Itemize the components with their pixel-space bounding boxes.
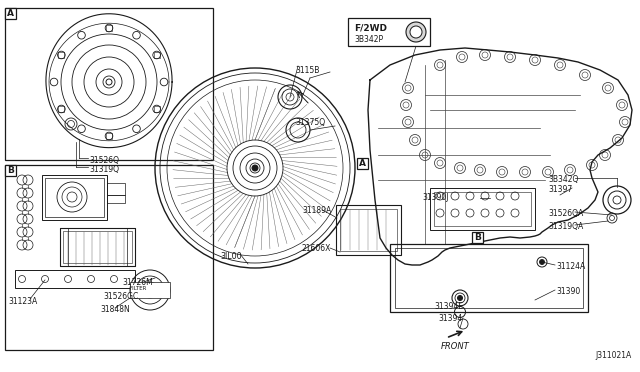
Text: 31375Q: 31375Q [295,118,325,127]
Text: 31526QA: 31526QA [548,209,583,218]
Bar [154,52,159,58]
Bar [390,244,588,312]
Text: 31394: 31394 [438,314,462,323]
Text: 31848N: 31848N [100,305,130,314]
Bar [106,133,112,139]
Bar [15,270,135,288]
Bar [58,106,65,112]
Circle shape [458,295,463,301]
Bar [357,158,368,169]
Text: 31189A: 31189A [302,206,332,215]
Bar [107,183,125,195]
Text: J311021A: J311021A [596,351,632,360]
Bar [63,231,132,263]
Text: 31394E: 31394E [434,302,463,311]
Bar [127,228,135,266]
Text: FILTER: FILTER [129,285,147,291]
Text: 31397: 31397 [548,185,572,194]
Bar [395,248,583,308]
Bar [60,228,135,266]
Text: 31390J: 31390J [422,193,449,202]
Bar [45,178,104,217]
Bar [5,165,213,350]
Bar [5,8,213,160]
Bar [430,188,535,230]
Bar [434,192,531,226]
Bar [154,106,159,112]
Bar [60,228,68,266]
Text: 31123A: 31123A [8,297,37,306]
Text: 3115B: 3115B [295,66,319,75]
Bar [5,165,16,176]
Bar [106,25,112,31]
Circle shape [540,260,545,264]
Bar [348,18,430,46]
Circle shape [252,165,258,171]
Text: 21606X: 21606X [302,244,332,253]
Text: 31390: 31390 [556,287,580,296]
Text: A: A [359,159,366,168]
Text: 3IL00: 3IL00 [220,252,242,261]
Bar [130,282,170,298]
Text: 3B342P: 3B342P [354,35,383,45]
Circle shape [406,22,426,42]
Bar [107,195,125,203]
Circle shape [410,26,422,38]
Text: 31526GC: 31526GC [103,292,138,301]
Text: 3B342Q: 3B342Q [548,175,579,184]
Text: B: B [474,233,481,242]
Text: F/2WD: F/2WD [354,23,387,32]
Bar [340,209,397,251]
Bar [472,232,483,243]
Circle shape [106,79,112,85]
Text: 31124A: 31124A [556,262,585,271]
Text: 31319Q: 31319Q [89,165,119,174]
Text: 31319QA: 31319QA [548,222,583,231]
Bar [5,8,16,19]
Bar [58,52,65,58]
Text: FRONT: FRONT [440,342,469,351]
Text: A: A [7,9,14,18]
Text: 31726M: 31726M [122,278,153,287]
Bar [336,205,401,255]
Text: B: B [7,166,14,175]
Bar [42,175,107,220]
Text: 31526Q: 31526Q [89,156,119,165]
